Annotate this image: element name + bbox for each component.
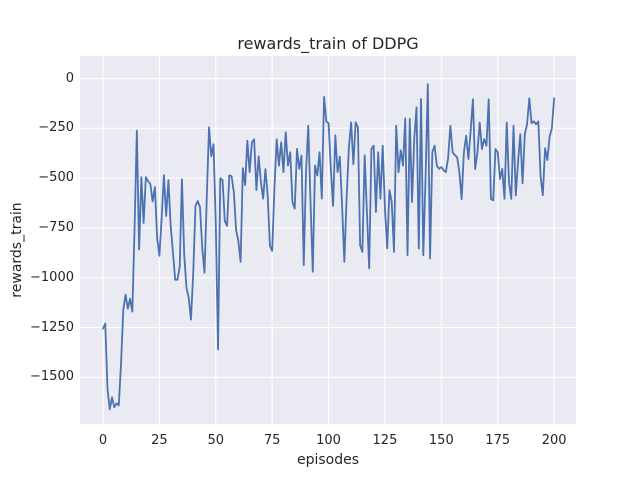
y-tick-label: −1500 — [30, 369, 74, 385]
y-tick-label: −500 — [38, 170, 74, 186]
x-tick-label: 75 — [263, 433, 281, 448]
y-tick-label: 0 — [65, 70, 74, 86]
series-line-rewards_train — [102, 83, 556, 411]
y-tick-label: −1250 — [30, 319, 74, 335]
x-tick-label: 25 — [151, 433, 168, 448]
chart-canvas — [80, 56, 576, 424]
plot-area — [80, 56, 576, 424]
y-tick-label: −250 — [38, 120, 74, 136]
x-tick-label: 175 — [485, 433, 511, 448]
y-tick-label: −1000 — [30, 269, 74, 285]
x-tick-label: 0 — [98, 433, 108, 448]
x-tick-label: 125 — [372, 433, 398, 448]
x-tick-label: 200 — [541, 433, 567, 448]
x-axis-label: episodes — [296, 452, 360, 468]
x-tick-label: 150 — [428, 433, 454, 448]
x-tick-label: 100 — [316, 433, 341, 448]
chart-title: rewards_train of DDPG — [237, 34, 419, 53]
y-axis-label: rewards_train — [9, 202, 25, 298]
y-tick-label: −750 — [38, 219, 74, 235]
x-tick-label: 50 — [207, 433, 225, 448]
